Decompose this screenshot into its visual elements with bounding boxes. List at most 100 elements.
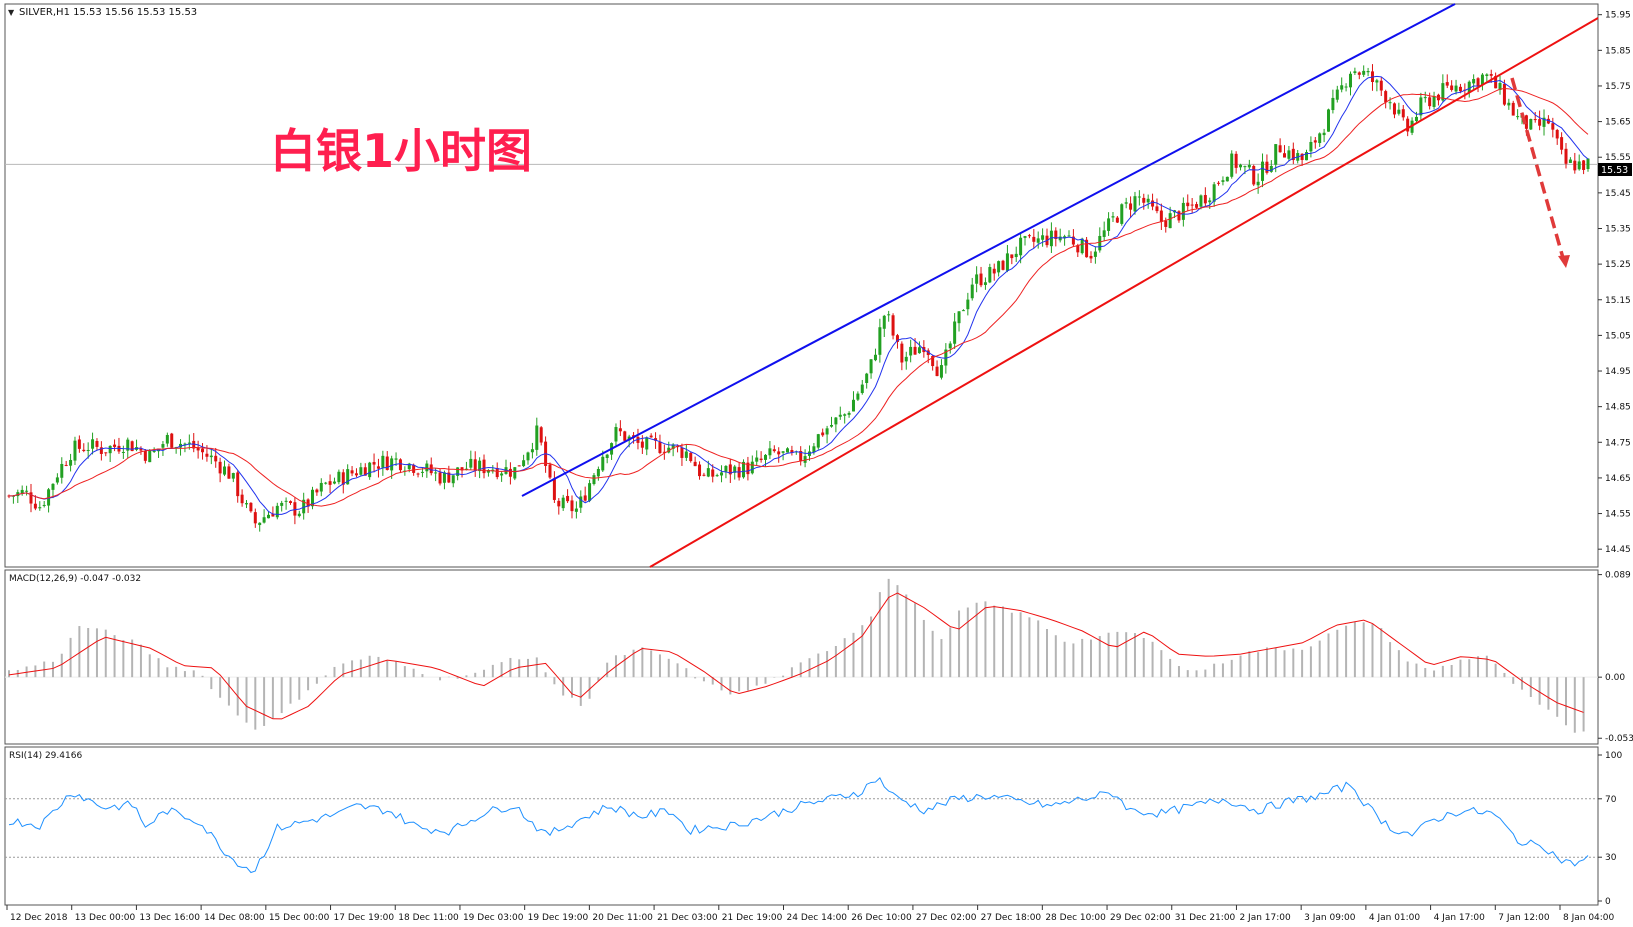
candle-body <box>500 473 504 476</box>
candle-body <box>1098 235 1102 251</box>
candle-body <box>262 517 266 523</box>
rsi-panel[interactable] <box>4 746 1599 906</box>
candle-body <box>1322 132 1326 136</box>
time-tick-label: 26 Dec 10:00 <box>851 913 912 923</box>
time-tick-label: 12 Dec 2018 <box>10 913 68 923</box>
candle-body <box>310 489 314 507</box>
candle-body <box>1489 74 1493 76</box>
candle-body <box>77 439 81 449</box>
candle-body <box>684 451 688 458</box>
candle-body <box>834 417 838 425</box>
candle-body <box>750 461 754 474</box>
candle-body <box>121 451 125 453</box>
candle-body <box>1560 137 1564 150</box>
candle-body <box>91 439 95 449</box>
candle-body <box>1318 133 1322 144</box>
time-tick-label: 29 Dec 02:00 <box>1110 913 1171 923</box>
candle-body <box>104 452 108 454</box>
candle-body <box>552 478 556 500</box>
candle-body <box>1159 210 1163 222</box>
price-tick-label: 14.45 <box>1605 545 1631 555</box>
candle-body <box>1551 123 1555 130</box>
slow-ma-line <box>8 88 1589 507</box>
candle-body <box>1137 196 1141 198</box>
lower-channel-line[interactable] <box>649 17 1599 568</box>
candle-body <box>69 459 73 466</box>
candle-body <box>1005 253 1009 271</box>
candle-body <box>1212 184 1216 202</box>
candle-body <box>1164 220 1168 227</box>
candle-body <box>328 481 332 485</box>
candle-body <box>1001 260 1005 270</box>
candle-body <box>1582 160 1586 170</box>
upper-channel-line[interactable] <box>521 3 1456 497</box>
candle-body <box>1375 80 1379 83</box>
candle-body <box>623 431 627 441</box>
candle-body <box>236 472 240 497</box>
candle-body <box>869 359 873 374</box>
rsi-line <box>8 776 1589 874</box>
candle-body <box>420 471 424 473</box>
candle-body <box>1014 253 1018 258</box>
candle-body <box>390 458 394 471</box>
candle-body <box>654 438 658 441</box>
candle-body <box>671 444 675 449</box>
candle-body <box>1494 75 1498 89</box>
candle-body <box>223 466 227 475</box>
candle-body <box>438 472 442 484</box>
candle-body <box>513 467 517 479</box>
candle-body <box>829 424 833 427</box>
candle-body <box>1511 102 1515 116</box>
candle-body <box>1168 213 1172 229</box>
candle-body <box>662 451 666 453</box>
candle-body <box>891 315 895 336</box>
price-tick-label: 14.85 <box>1605 403 1631 413</box>
candle-body <box>1036 238 1040 243</box>
candle-body <box>1076 245 1080 253</box>
macd-panel[interactable] <box>4 569 1599 745</box>
candle-body <box>99 447 103 454</box>
candle-body <box>706 468 710 477</box>
candle-body <box>851 399 855 412</box>
candle-body <box>702 474 706 476</box>
candle-body <box>838 414 842 417</box>
candle-body <box>821 432 825 436</box>
candle-body <box>1441 83 1445 101</box>
candle-body <box>1054 230 1058 240</box>
candle-body <box>341 472 345 485</box>
candle-body <box>25 490 29 492</box>
candle-body <box>1476 78 1480 87</box>
forecast-arrow-line[interactable] <box>1510 77 1565 259</box>
candle-body <box>368 462 372 478</box>
candle-body <box>113 444 117 447</box>
candle-body <box>944 349 948 366</box>
candle-body <box>764 454 768 460</box>
candle-body <box>1261 161 1265 181</box>
time-tick-label: 24 Dec 14:00 <box>787 913 848 923</box>
time-tick-label: 7 Jan 12:00 <box>1498 913 1550 923</box>
candle-body <box>865 373 869 384</box>
candle-body <box>1287 150 1291 159</box>
candle-body <box>1129 203 1133 210</box>
candle-body <box>456 467 460 476</box>
candle-body <box>970 284 974 299</box>
candle-body <box>777 451 781 455</box>
candle-body <box>1067 235 1071 237</box>
price-layer <box>5 3 1599 568</box>
candle-body <box>55 477 59 483</box>
candle-body <box>302 499 306 514</box>
candle-body <box>614 427 618 442</box>
candle-body <box>895 335 899 342</box>
price-tick-label: 15.15 <box>1605 296 1631 306</box>
candle-body <box>966 299 970 310</box>
candle-body <box>209 455 213 458</box>
candle-body <box>1208 200 1212 203</box>
candle-body <box>1155 206 1159 212</box>
candle-body <box>1546 118 1550 124</box>
candle-body <box>530 449 534 453</box>
price-panel[interactable] <box>4 3 1599 568</box>
collapse-triangle-icon[interactable]: ▼ <box>8 8 15 17</box>
candle-body <box>363 467 367 476</box>
time-tick-label: 18 Dec 11:00 <box>398 913 459 923</box>
candle-body <box>7 495 11 497</box>
